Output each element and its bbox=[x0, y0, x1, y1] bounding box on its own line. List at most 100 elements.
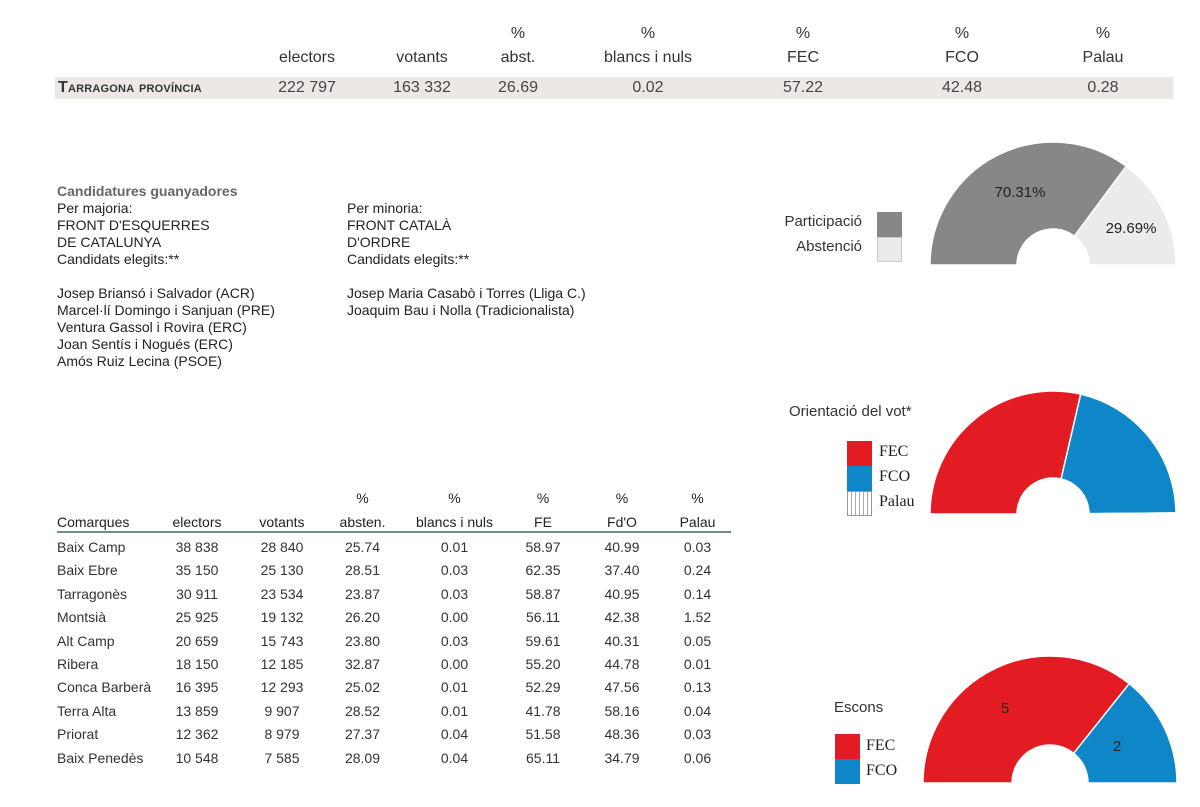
table-cell: 25.02 bbox=[344, 679, 381, 696]
majority-candidate: Josep Briansó i Salvador (ACR) bbox=[57, 285, 255, 301]
participation-slice-participaci- bbox=[929, 141, 1128, 266]
swatch-abstencio bbox=[877, 237, 902, 262]
table-cell: 28.09 bbox=[344, 749, 381, 766]
table-row-name: Montsià bbox=[57, 609, 107, 626]
table-row-name: Terra Alta bbox=[57, 702, 117, 719]
table-header-pct: % bbox=[615, 490, 629, 506]
summary-value-fec: 57.22 bbox=[782, 79, 824, 96]
summary-col-pct: % bbox=[1095, 25, 1111, 42]
participation-slice-abstenci- bbox=[1073, 165, 1177, 266]
table-cell: 0.14 bbox=[683, 585, 712, 602]
table-cell: 23.80 bbox=[344, 632, 381, 649]
table-cell: 12 362 bbox=[175, 726, 219, 743]
table-cell: 34.79 bbox=[604, 749, 640, 766]
table-cell: 0.13 bbox=[683, 679, 712, 696]
table-header-pct: % bbox=[691, 490, 704, 506]
table-cell: 12 185 bbox=[260, 656, 304, 672]
table-cell: 55.20 bbox=[525, 656, 561, 672]
table-header-pct: % bbox=[448, 490, 461, 506]
summary-value-abst: 26.69 bbox=[497, 79, 539, 96]
table-cell: 0.01 bbox=[440, 679, 469, 696]
minority-candidate: Josep Maria Casabò i Torres (Lliga C.) bbox=[347, 285, 586, 301]
summary-col-fco: % FCO bbox=[922, 22, 1002, 70]
table-cell: 9 907 bbox=[264, 702, 300, 719]
table-cell: 41.78 bbox=[525, 702, 561, 719]
table-cell: 20 659 bbox=[175, 632, 219, 649]
summary-col-abst: % abst. bbox=[478, 22, 558, 70]
table-header: Fd'O bbox=[607, 514, 637, 530]
summary-col-label: blancs i nuls bbox=[603, 49, 693, 66]
table-cell: 15 743 bbox=[260, 632, 304, 649]
legend-label-palau: Palau bbox=[879, 493, 915, 510]
table-cell: 0.04 bbox=[440, 749, 469, 766]
majority-candidate: Marcel·lí Domingo i Sanjuan (PRE) bbox=[57, 302, 275, 318]
summary-col-label: votants bbox=[396, 49, 448, 66]
swatch-seats-fco bbox=[835, 759, 860, 784]
seats-data-label: 5 bbox=[1001, 700, 1009, 717]
table-cell: 19 132 bbox=[260, 609, 304, 626]
orientation-slice-fec bbox=[929, 390, 1082, 515]
table-row-name: Baix Penedès bbox=[57, 749, 144, 766]
table-cell: 13 859 bbox=[175, 702, 219, 719]
table-cell: 23 534 bbox=[260, 585, 304, 602]
minority-heading: Per minoria: bbox=[347, 200, 423, 216]
table-cell: 40.99 bbox=[604, 539, 640, 555]
summary-col-label: FEC bbox=[787, 49, 819, 66]
majority-party-line: DE CATALUNYA bbox=[57, 234, 162, 250]
majority-candidate: Ventura Gassol i Rovira (ERC) bbox=[57, 319, 247, 335]
summary-value-votants: 163 332 bbox=[393, 79, 451, 96]
minority-candidate: Joaquim Bau i Nolla (Tradicionalista) bbox=[347, 302, 575, 318]
table-cell: 0.00 bbox=[440, 656, 469, 672]
table-header-pct: % bbox=[536, 490, 550, 506]
swatch-fco bbox=[847, 466, 872, 491]
table-cell: 40.31 bbox=[604, 632, 640, 649]
table-cell: 0.24 bbox=[683, 562, 712, 579]
legend-label-fec: FEC bbox=[879, 443, 909, 460]
participation-data-label: 70.31% bbox=[995, 184, 1046, 201]
table-cell: 0.01 bbox=[683, 656, 712, 672]
table-cell: 37.40 bbox=[604, 562, 640, 579]
minority-elected-label: Candidats elegits:** bbox=[347, 251, 470, 267]
table-cell: 35 150 bbox=[175, 562, 219, 579]
table-cell: 23.87 bbox=[344, 585, 381, 602]
table-cell: 8 979 bbox=[264, 726, 300, 743]
table-header: electors bbox=[172, 514, 222, 530]
table-cell: 26.20 bbox=[344, 609, 381, 626]
seats-title: Escons bbox=[834, 699, 884, 716]
table-cell: 28.52 bbox=[344, 702, 381, 719]
table-cell: 0.03 bbox=[440, 562, 469, 579]
majority-party-line: FRONT D'ESQUERRES bbox=[57, 217, 210, 233]
table-cell: 38 838 bbox=[175, 539, 219, 555]
summary-col-pct: % bbox=[954, 25, 970, 42]
table-header-comarques: Comarques bbox=[57, 514, 130, 530]
table-row-name: Ribera bbox=[57, 656, 99, 672]
summary-row: 222 797 163 332 26.69 0.02 57.22 42.48 0… bbox=[0, 76, 1200, 100]
table-cell: 42.38 bbox=[604, 609, 640, 626]
candidatures-title: Candidatures guanyadores bbox=[57, 183, 238, 199]
table-cell: 47.56 bbox=[604, 679, 640, 696]
table-cell: 51.58 bbox=[525, 726, 561, 743]
table-cell: 28.51 bbox=[344, 562, 381, 579]
table-cell: 0.04 bbox=[440, 726, 469, 743]
minority-party-line: D'ORDRE bbox=[347, 234, 411, 250]
table-cell: 40.95 bbox=[604, 585, 640, 602]
table-cell: 62.35 bbox=[525, 562, 561, 579]
table-cell: 0.04 bbox=[683, 702, 712, 719]
table-cell: 56.11 bbox=[526, 609, 560, 626]
table-cell: 16 395 bbox=[175, 679, 219, 696]
orientation-slice-palau bbox=[1088, 512, 1177, 515]
table-row-name: Conca Barberà bbox=[57, 679, 152, 696]
province-label: Tarragona província bbox=[58, 79, 202, 96]
summary-value-electors: 222 797 bbox=[278, 79, 336, 96]
table-cell: 25.74 bbox=[344, 539, 381, 555]
summary-col-pct: % bbox=[510, 25, 526, 42]
table-cell: 0.03 bbox=[683, 726, 712, 743]
summary-col-votants: votants bbox=[380, 22, 464, 70]
legend-label-participacio: Participació bbox=[784, 213, 862, 230]
summary-header: electors votants % abst. % blancs i nuls… bbox=[0, 22, 1200, 72]
majority-elected-label: Candidats elegits:** bbox=[57, 251, 180, 267]
legend-label-seats-fec: FEC bbox=[866, 737, 896, 754]
table-header: absten. bbox=[339, 514, 386, 530]
table-cell: 0.06 bbox=[683, 749, 712, 766]
summary-col-label: electors bbox=[278, 49, 336, 66]
